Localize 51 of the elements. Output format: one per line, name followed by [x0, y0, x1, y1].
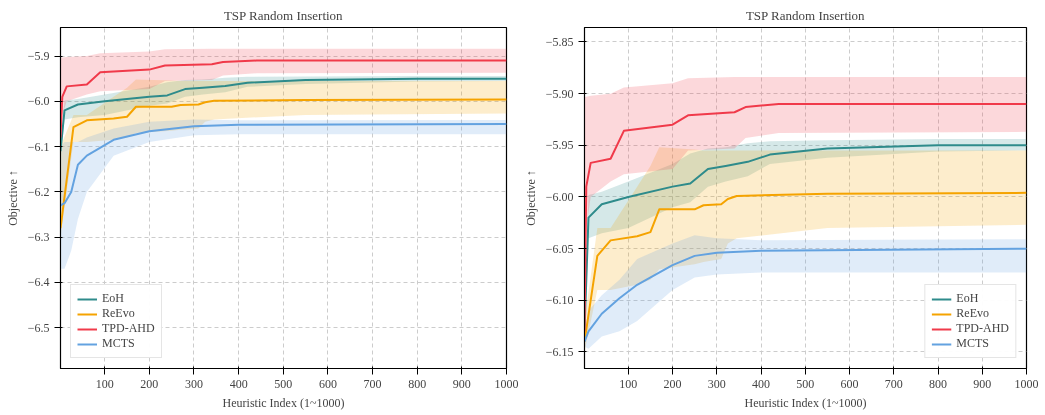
x-tick-label: 500 — [274, 376, 293, 391]
line-series — [60, 122, 507, 207]
x-tick-label: 600 — [318, 376, 337, 391]
legend-label: TPD-AHD — [102, 321, 155, 336]
chart-title: TSP Random Insertion — [745, 7, 866, 23]
y-axis-title: Objective ↑ — [5, 170, 20, 226]
x-tick-label: 700 — [363, 376, 382, 391]
x-tick-label: 500 — [796, 376, 815, 391]
y-tick-label: −6.5 — [27, 320, 50, 335]
y-tick-label: −6.05 — [545, 241, 574, 256]
line-series — [60, 59, 507, 139]
x-tick-label: 900 — [452, 376, 471, 391]
x-tick-label: 800 — [929, 376, 948, 391]
y-tick-label: −5.85 — [545, 34, 574, 49]
x-tick-label: 200 — [140, 376, 159, 391]
y-tick-label: −6.15 — [545, 344, 574, 359]
y-tick-label: −6.4 — [27, 275, 50, 290]
legend-label: ReEvo — [956, 306, 989, 321]
y-tick-label: −5.9 — [27, 49, 50, 64]
x-tick-label: 1000 — [1014, 376, 1039, 391]
y-tick-label: −6.3 — [27, 230, 50, 245]
chart-title: TSP Random Insertion — [223, 7, 344, 23]
x-axis-title: Heuristic Index (1~1000) — [222, 395, 345, 410]
x-tick-label: 900 — [973, 376, 992, 391]
legend-label: MCTS — [956, 336, 990, 351]
y-tick-label: −6.2 — [27, 184, 50, 199]
x-tick-label: 700 — [884, 376, 903, 391]
x-tick-label: 400 — [752, 376, 771, 391]
legend-label: EoH — [956, 291, 979, 306]
x-tick-label: 300 — [184, 376, 203, 391]
legend-label: ReEvo — [102, 306, 135, 321]
legend-label: EoH — [102, 291, 124, 306]
legend-label: MCTS — [102, 336, 135, 351]
x-tick-label: 300 — [707, 376, 726, 391]
y-axis-title: Objective ↑ — [523, 170, 538, 226]
line-series — [60, 98, 507, 230]
x-tick-label: 400 — [229, 376, 248, 391]
x-tick-label: 600 — [840, 376, 859, 391]
x-tick-label: 800 — [408, 376, 427, 391]
y-tick-label: −5.90 — [545, 86, 574, 101]
y-tick-label: −6.1 — [27, 139, 50, 154]
x-tick-label: 200 — [663, 376, 682, 391]
legend-label: TPD-AHD — [956, 321, 1009, 336]
y-tick-label: −5.95 — [545, 138, 574, 153]
y-tick-label: −6.00 — [545, 189, 574, 204]
x-axis-title: Heuristic Index (1~1000) — [744, 395, 867, 410]
y-tick-label: −6.0 — [27, 94, 50, 109]
x-tick-label: 1000 — [494, 376, 519, 391]
x-tick-label: 100 — [95, 376, 114, 391]
y-tick-label: −6.10 — [545, 293, 574, 308]
x-tick-label: 100 — [619, 376, 638, 391]
